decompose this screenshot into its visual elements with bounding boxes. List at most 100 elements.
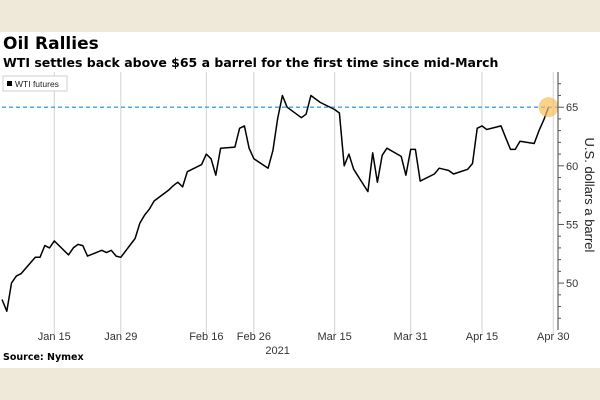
data-point bbox=[409, 148, 412, 151]
data-point bbox=[547, 106, 550, 109]
data-point bbox=[153, 200, 156, 203]
y-tick-label: 60 bbox=[566, 161, 578, 173]
data-point bbox=[442, 168, 445, 171]
legend-swatch bbox=[7, 81, 12, 86]
data-point bbox=[15, 275, 18, 278]
y-tick-label: 65 bbox=[566, 102, 578, 114]
legend: WTI futures bbox=[2, 75, 68, 92]
data-point bbox=[414, 148, 417, 151]
data-point bbox=[10, 282, 13, 285]
y-axis-label: U.S. dollars a barrel bbox=[582, 138, 597, 253]
data-point bbox=[542, 119, 545, 122]
data-point bbox=[134, 237, 137, 240]
data-point bbox=[371, 151, 374, 154]
data-point bbox=[233, 146, 236, 149]
data-point bbox=[485, 128, 488, 131]
x-tick-label: Feb 26 bbox=[237, 331, 271, 343]
data-point bbox=[243, 124, 246, 127]
data-point bbox=[376, 181, 379, 184]
data-point bbox=[53, 239, 56, 242]
x-tick-label: Jan 29 bbox=[104, 331, 137, 343]
data-point bbox=[119, 256, 122, 259]
highlight-point bbox=[538, 97, 559, 118]
data-point bbox=[1, 298, 4, 301]
data-point bbox=[514, 148, 517, 151]
data-point bbox=[271, 149, 274, 152]
chart-card bbox=[0, 32, 600, 368]
data-point bbox=[143, 214, 146, 217]
chart-title: Oil Rallies bbox=[3, 34, 99, 54]
data-point bbox=[172, 184, 175, 187]
data-point bbox=[381, 154, 384, 157]
data-point bbox=[447, 169, 450, 172]
data-point bbox=[67, 253, 70, 256]
data-point bbox=[347, 153, 350, 156]
y-tick-label: 55 bbox=[566, 219, 578, 231]
data-point bbox=[115, 255, 118, 258]
data-point bbox=[39, 256, 42, 259]
y-tick-label: 50 bbox=[566, 278, 578, 290]
data-point bbox=[205, 153, 208, 156]
data-point bbox=[252, 157, 255, 160]
data-point bbox=[400, 155, 403, 158]
data-point bbox=[438, 167, 441, 170]
data-point bbox=[77, 243, 80, 246]
data-point bbox=[338, 112, 341, 115]
marks-layer bbox=[1, 94, 550, 313]
x-tick-label: Mar 15 bbox=[318, 331, 352, 343]
x-tick-label: Feb 16 bbox=[189, 331, 223, 343]
data-point bbox=[34, 256, 37, 259]
data-point bbox=[138, 222, 141, 225]
data-point bbox=[5, 310, 8, 313]
data-point bbox=[48, 246, 51, 249]
x-tick-label: Apr 15 bbox=[466, 331, 498, 343]
data-point bbox=[366, 190, 369, 193]
data-point bbox=[281, 94, 284, 97]
x-year-label: 2021 bbox=[265, 345, 289, 357]
data-point bbox=[314, 97, 317, 100]
data-point bbox=[333, 108, 336, 111]
data-point bbox=[480, 124, 483, 127]
data-point bbox=[105, 251, 108, 254]
data-point bbox=[419, 180, 422, 183]
data-point bbox=[20, 272, 23, 275]
data-point bbox=[167, 189, 170, 192]
legend-label: WTI futures bbox=[15, 79, 59, 89]
data-point bbox=[176, 181, 179, 184]
data-point bbox=[499, 124, 502, 127]
chart-source: Source: Nymex bbox=[3, 352, 84, 363]
data-point bbox=[305, 113, 308, 116]
data-point bbox=[452, 173, 455, 176]
data-point bbox=[72, 246, 75, 249]
data-point bbox=[533, 142, 536, 145]
data-point bbox=[404, 174, 407, 177]
data-point bbox=[352, 168, 355, 171]
data-point bbox=[267, 167, 270, 170]
data-point bbox=[276, 117, 279, 120]
data-point bbox=[518, 140, 521, 143]
data-point bbox=[210, 157, 213, 160]
x-tick-label: Jan 15 bbox=[38, 331, 71, 343]
data-point bbox=[286, 106, 289, 109]
data-point bbox=[466, 168, 469, 171]
data-point bbox=[148, 208, 151, 211]
data-point bbox=[471, 162, 474, 165]
data-point bbox=[214, 174, 217, 177]
data-point bbox=[509, 148, 512, 151]
data-point bbox=[110, 249, 113, 252]
data-point bbox=[238, 127, 241, 130]
data-point bbox=[476, 127, 479, 130]
data-point bbox=[309, 94, 312, 97]
data-point bbox=[537, 129, 540, 132]
data-point bbox=[186, 170, 189, 173]
legend-box bbox=[2, 75, 68, 92]
series-line-wti-futures bbox=[1, 94, 550, 312]
data-point bbox=[343, 164, 346, 167]
data-point bbox=[248, 147, 251, 150]
data-point bbox=[433, 173, 436, 176]
x-tick-label: Apr 30 bbox=[537, 331, 569, 343]
data-point bbox=[219, 147, 222, 150]
data-point bbox=[200, 163, 203, 166]
x-tick-group: Jan 15 Jan 29 Feb 16 Feb 26 Mar 15 Mar 31 Apr … bbox=[38, 331, 570, 343]
